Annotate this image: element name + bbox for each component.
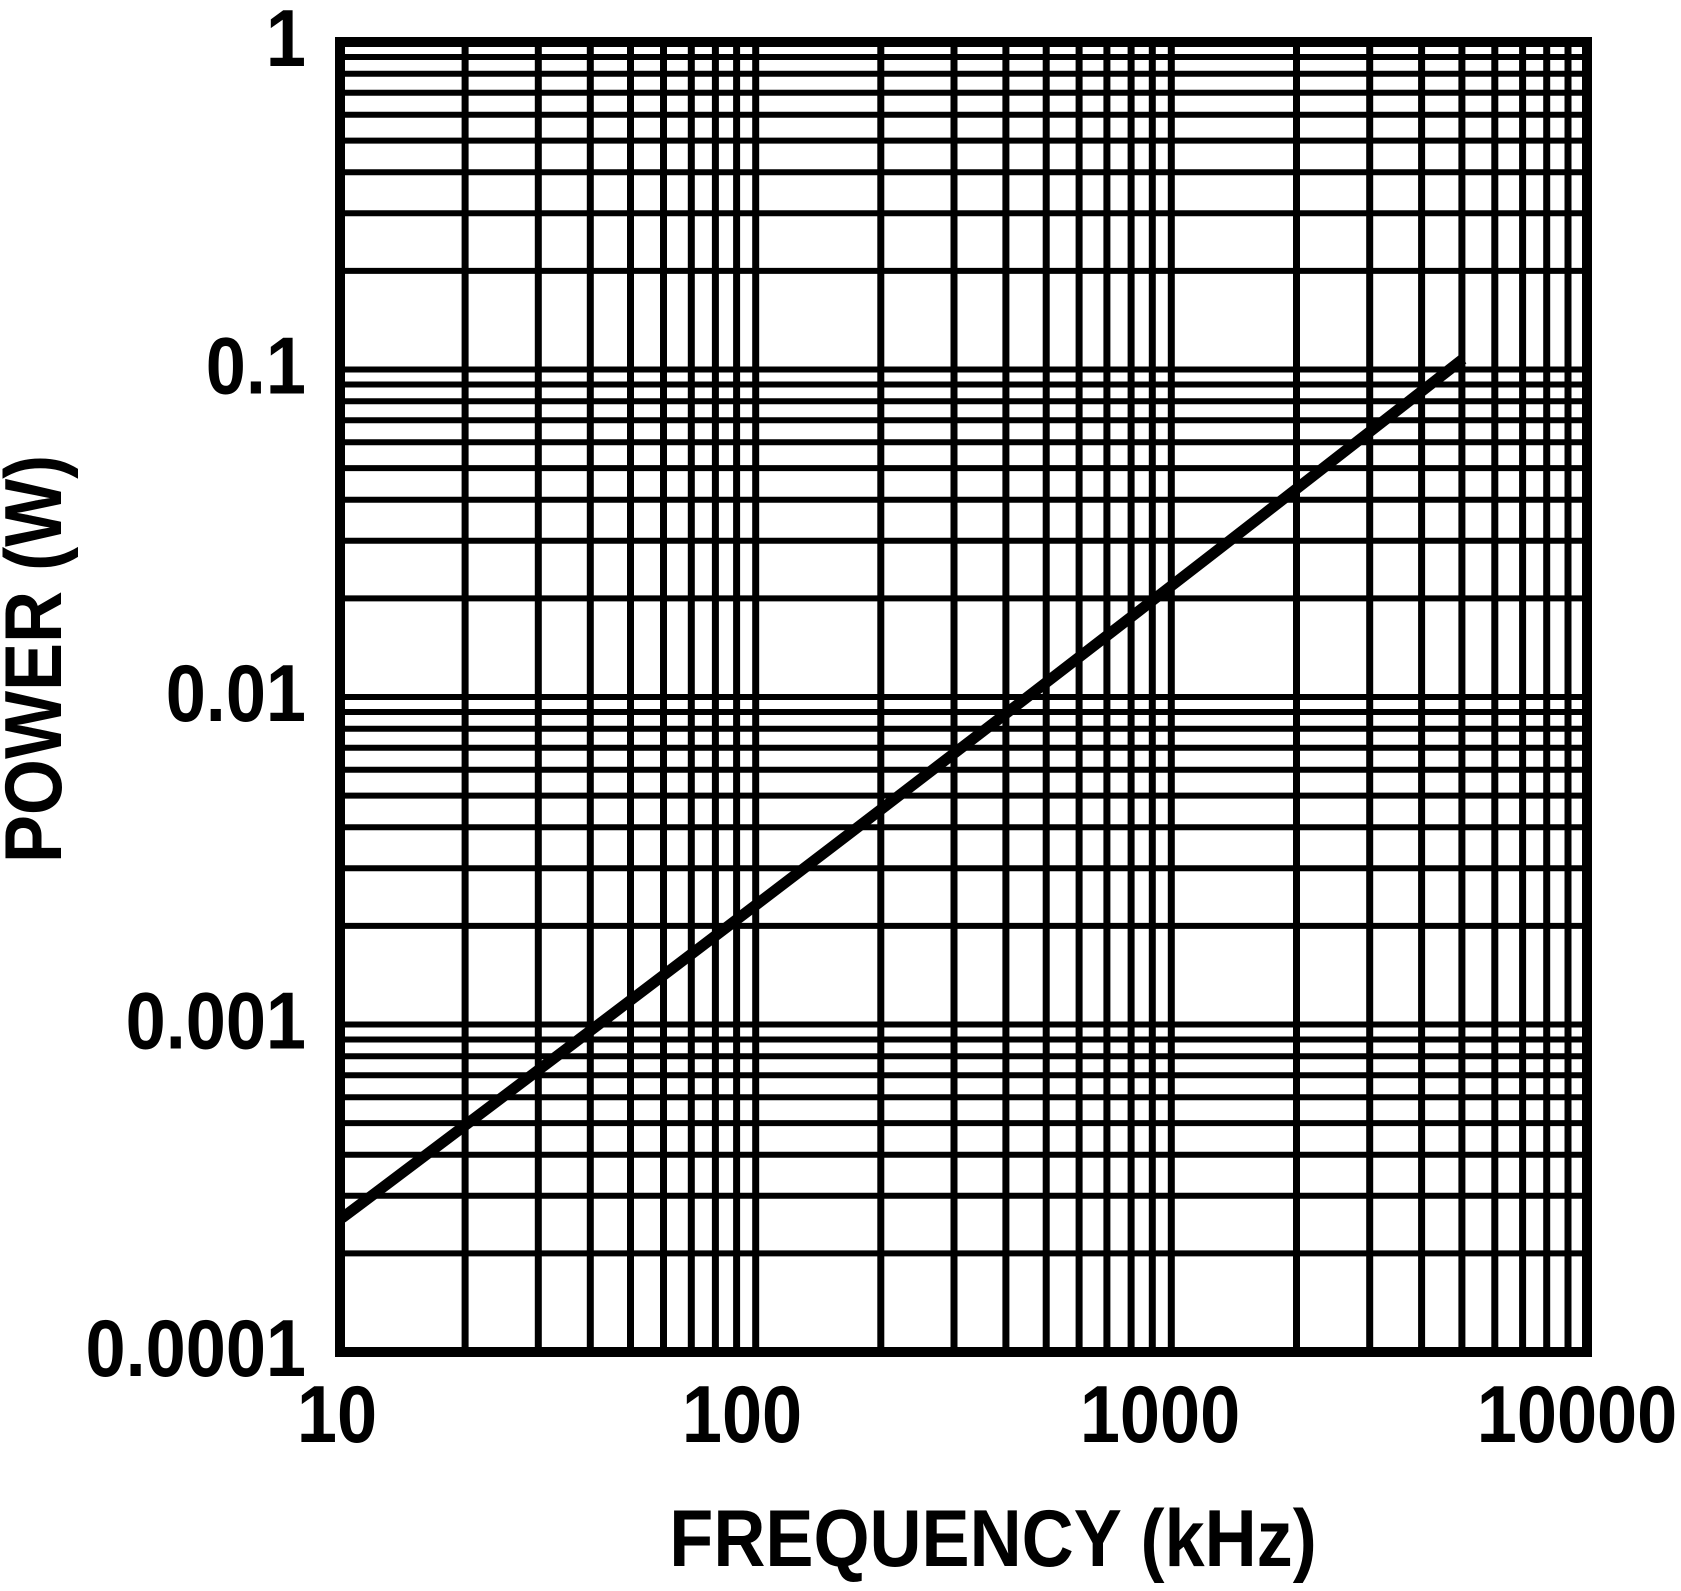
svg-text:0.1: 0.1 xyxy=(206,322,306,412)
svg-text:FREQUENCY (kHz): FREQUENCY (kHz) xyxy=(669,1494,1316,1584)
svg-text:10: 10 xyxy=(297,1370,377,1460)
svg-text:10000: 10000 xyxy=(1477,1370,1677,1460)
svg-text:100: 100 xyxy=(682,1370,802,1460)
svg-text:0.01: 0.01 xyxy=(166,649,306,739)
svg-text:0.001: 0.001 xyxy=(126,977,306,1067)
svg-text:1000: 1000 xyxy=(1080,1370,1240,1460)
svg-text:1: 1 xyxy=(266,0,306,84)
svg-text:POWER (W): POWER (W) xyxy=(0,455,79,863)
svg-text:0.0001: 0.0001 xyxy=(86,1304,306,1394)
